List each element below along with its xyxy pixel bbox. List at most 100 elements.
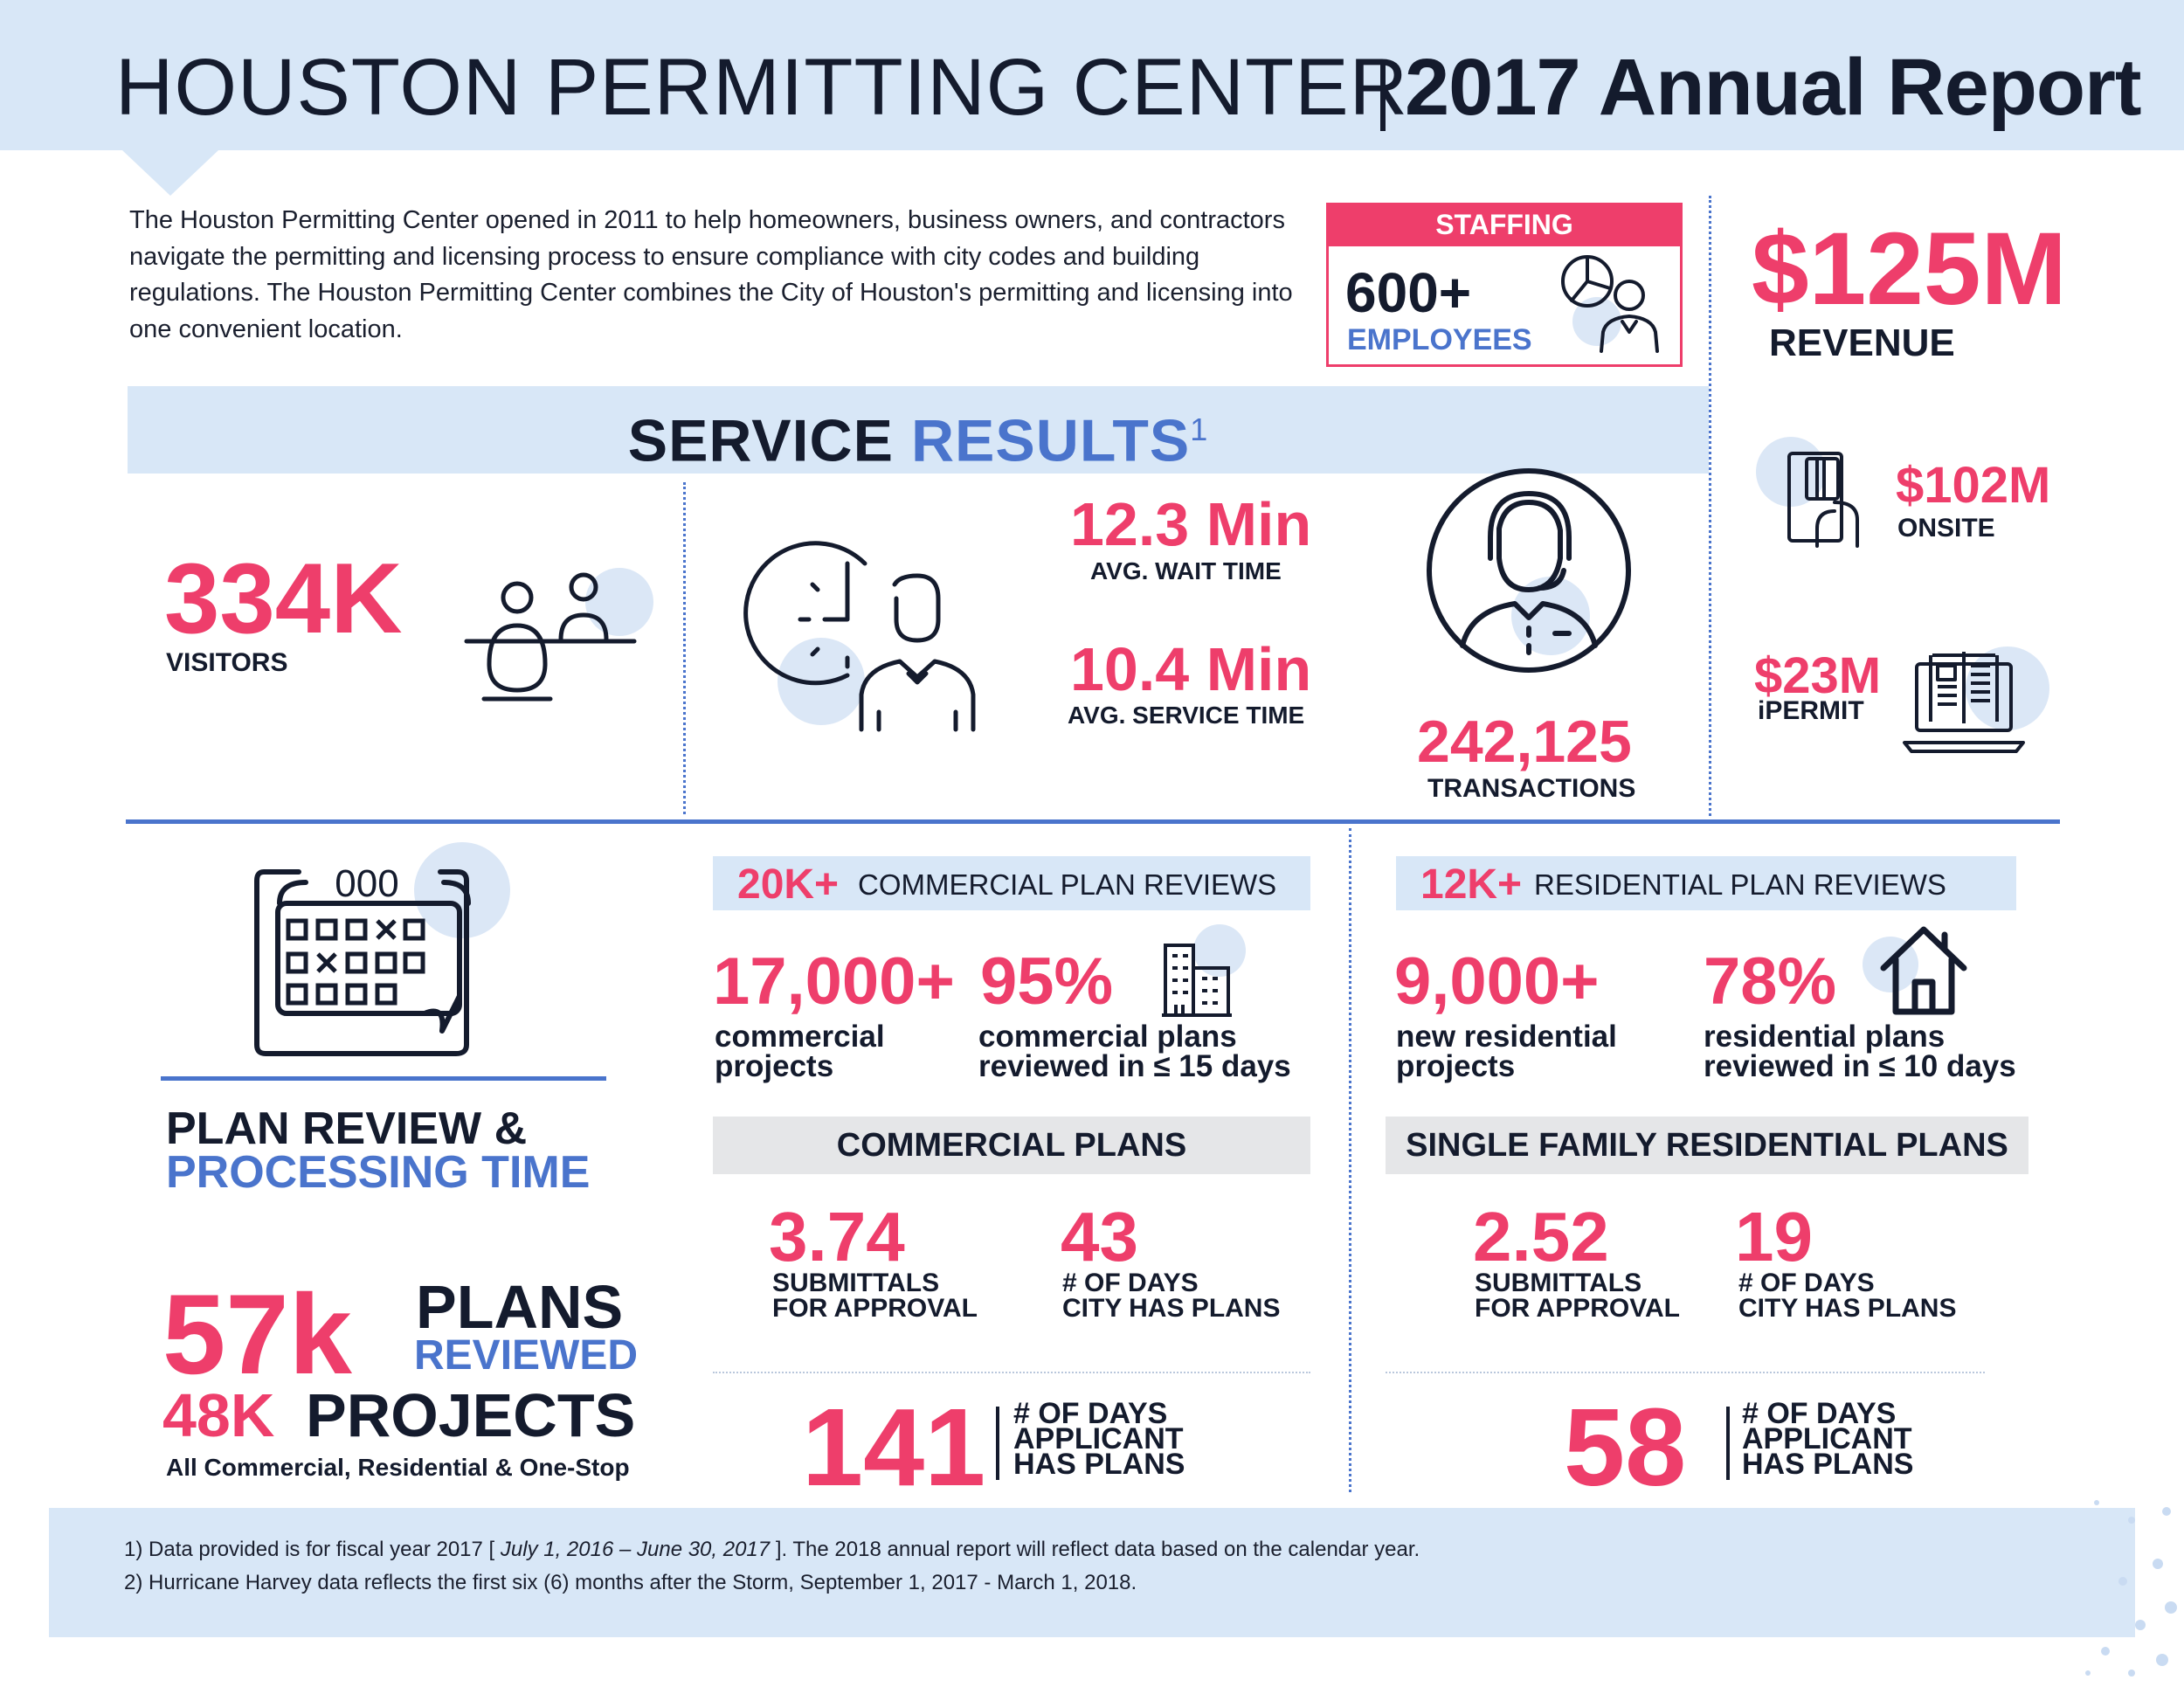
residential-projects-line2: projects bbox=[1396, 1049, 1516, 1083]
residential-band-value: 12K+ bbox=[1420, 861, 1523, 908]
footnote-1-start: 1) Data provided is for fiscal year 2017… bbox=[124, 1538, 495, 1561]
title-divider bbox=[1380, 59, 1386, 131]
staffing-label: EMPLOYEES bbox=[1347, 323, 1532, 356]
commercial-band-value: 20K+ bbox=[737, 861, 840, 908]
projects-word: PROJECTS bbox=[306, 1381, 636, 1449]
page-subtitle: 2017 Annual Report bbox=[1405, 43, 2142, 132]
transactions-value: 242,125 bbox=[1417, 709, 1632, 775]
residential-applicant-caption: # OF DAYS APPLICANT HAS PLANS bbox=[1742, 1397, 1914, 1481]
residential-submittals-value: 2.52 bbox=[1473, 1198, 1609, 1276]
residential-projects-line1: new residential bbox=[1396, 1020, 1617, 1054]
commercial-dotted-rule bbox=[713, 1372, 1310, 1373]
commercial-pct-line1: commercial plans bbox=[978, 1020, 1237, 1054]
headset-agent-icon bbox=[1427, 468, 1631, 673]
onsite-label: ONSITE bbox=[1897, 514, 1995, 543]
footnote-1-dates: July 1, 2016 – June 30, 2017 bbox=[500, 1538, 771, 1561]
commercial-projects-line2: projects bbox=[715, 1049, 834, 1083]
residential-city-value: 19 bbox=[1735, 1198, 1813, 1276]
page-title: HOUSTON PERMITTING CENTER bbox=[115, 43, 1409, 132]
residential-city-line2: CITY HAS PLANS bbox=[1738, 1294, 1957, 1323]
commercial-pct-value: 95% bbox=[980, 944, 1114, 1019]
commercial-submittals-line1: SUBMITTALS bbox=[772, 1269, 940, 1297]
commercial-projects-value: 17,000+ bbox=[713, 944, 955, 1019]
plan-review-title-blue: PROCESSING TIME bbox=[166, 1147, 591, 1198]
plans-reviewed-value: 57k bbox=[162, 1270, 352, 1398]
commercial-pct-caption: commercial plans reviewed in ≤ 15 days bbox=[978, 1020, 1291, 1082]
footnotes-band bbox=[49, 1508, 2135, 1637]
commercial-plans-band bbox=[713, 1117, 1310, 1174]
ipermit-label: iPERMIT bbox=[1758, 696, 1864, 725]
service-results-title: SERVICE RESULTS1 bbox=[128, 386, 1709, 485]
footnote-2: 2) Hurricane Harvey data reflects the fi… bbox=[124, 1571, 1137, 1594]
decorative-dots bbox=[2085, 1500, 2177, 1677]
residential-submittals-line1: SUBMITTALS bbox=[1475, 1269, 1642, 1297]
service-title-blue: RESULTS bbox=[910, 407, 1191, 474]
service-divider-1 bbox=[683, 482, 686, 814]
calendar-icon: 000 bbox=[254, 862, 471, 1056]
commercial-city-caption: # OF DAYS CITY HAS PLANS bbox=[1062, 1269, 1281, 1323]
residential-dotted-rule bbox=[1386, 1372, 1985, 1373]
commercial-city-line2: CITY HAS PLANS bbox=[1062, 1294, 1281, 1323]
commercial-submittals-value: 3.74 bbox=[769, 1198, 905, 1276]
residential-divider bbox=[1349, 828, 1351, 1492]
building-icon bbox=[1162, 944, 1232, 1017]
residential-projects-value: 9,000+ bbox=[1394, 944, 1600, 1019]
onsite-value: $102M bbox=[1896, 457, 2051, 514]
residential-pct-value: 78% bbox=[1704, 944, 1837, 1019]
commercial-submittals-caption: SUBMITTALS FOR APPROVAL bbox=[772, 1269, 978, 1322]
header-pointer bbox=[122, 150, 218, 196]
clock-employee-icon bbox=[743, 541, 976, 732]
residential-applicant-bar bbox=[1726, 1407, 1730, 1480]
visitors-value: 334K bbox=[164, 543, 403, 654]
commercial-plans-heading: COMMERCIAL PLANS bbox=[836, 1127, 1187, 1164]
service-time-label: AVG. SERVICE TIME bbox=[1068, 702, 1305, 729]
header-banner bbox=[0, 0, 2184, 150]
residential-applicant-line3: HAS PLANS bbox=[1742, 1448, 1914, 1481]
residential-applicant-line1: # OF DAYS bbox=[1742, 1397, 1897, 1430]
residential-submittals-line2: FOR APPROVAL bbox=[1475, 1294, 1681, 1323]
residential-pct-caption: residential plans reviewed in ≤ 10 days bbox=[1704, 1020, 2016, 1082]
commercial-band bbox=[713, 856, 1310, 910]
plans-word: PLANS bbox=[416, 1273, 624, 1341]
footnote-1: 1) Data provided is for fiscal year 2017… bbox=[124, 1538, 1420, 1562]
calendar-digits: 000 bbox=[335, 862, 398, 905]
residential-pct-line1: residential plans bbox=[1704, 1020, 1946, 1054]
commercial-applicant-line3: HAS PLANS bbox=[1013, 1448, 1185, 1481]
residential-plans-band bbox=[1386, 1117, 2028, 1174]
residential-city-caption: # OF DAYS CITY HAS PLANS bbox=[1738, 1270, 1957, 1323]
plans-reviewed-word: REVIEWED bbox=[414, 1332, 639, 1379]
residential-applicant-value: 58 bbox=[1564, 1386, 1687, 1509]
section-divider bbox=[126, 819, 2060, 824]
residential-band bbox=[1396, 856, 2016, 910]
pie-chart-person-icon bbox=[1561, 255, 1659, 353]
footnote-1-end: ]. The 2018 annual report will reflect d… bbox=[775, 1538, 1420, 1561]
service-footnote-mark: 1 bbox=[1190, 411, 1209, 447]
commercial-band-label: COMMERCIAL PLAN REVIEWS bbox=[858, 868, 1277, 901]
commercial-projects-caption: commercial projects bbox=[715, 1021, 885, 1083]
commercial-applicant-value: 141 bbox=[802, 1386, 986, 1509]
plan-review-title-dark: PLAN REVIEW & bbox=[166, 1103, 528, 1154]
wait-time-label: AVG. WAIT TIME bbox=[1090, 557, 1282, 584]
projects-value: 48K bbox=[162, 1381, 275, 1449]
revenue-divider bbox=[1709, 196, 1711, 816]
service-results-band bbox=[128, 386, 1709, 474]
ipermit-icon-bg bbox=[1966, 646, 2049, 730]
revenue-total: $125M bbox=[1752, 211, 2067, 327]
commercial-city-line1: # OF DAYS bbox=[1062, 1269, 1199, 1297]
service-title-dark: SERVICE bbox=[627, 407, 895, 474]
plan-review-underline bbox=[161, 1076, 606, 1081]
wait-time-value: 12.3 Min bbox=[1070, 490, 1312, 558]
commercial-city-value: 43 bbox=[1061, 1198, 1138, 1276]
commercial-applicant-line2: APPLICANT bbox=[1013, 1422, 1184, 1455]
visitors-label: VISITORS bbox=[166, 648, 288, 677]
staffing-heading: STAFFING bbox=[1326, 203, 1683, 246]
people-at-counter-icon bbox=[464, 572, 637, 702]
visitors-icon-bg bbox=[585, 568, 653, 636]
revenue-label: REVENUE bbox=[1769, 321, 1955, 364]
ipermit-value: $23M bbox=[1754, 647, 1882, 704]
residential-submittals-caption: SUBMITTALS FOR APPROVAL bbox=[1475, 1269, 1681, 1323]
residential-applicant-line2: APPLICANT bbox=[1742, 1422, 1912, 1455]
house-icon bbox=[1880, 926, 1967, 1015]
commercial-applicant-caption: # OF DAYS APPLICANT HAS PLANS bbox=[1013, 1399, 1185, 1481]
projects-note: All Commercial, Residential & One-Stop bbox=[166, 1454, 630, 1481]
